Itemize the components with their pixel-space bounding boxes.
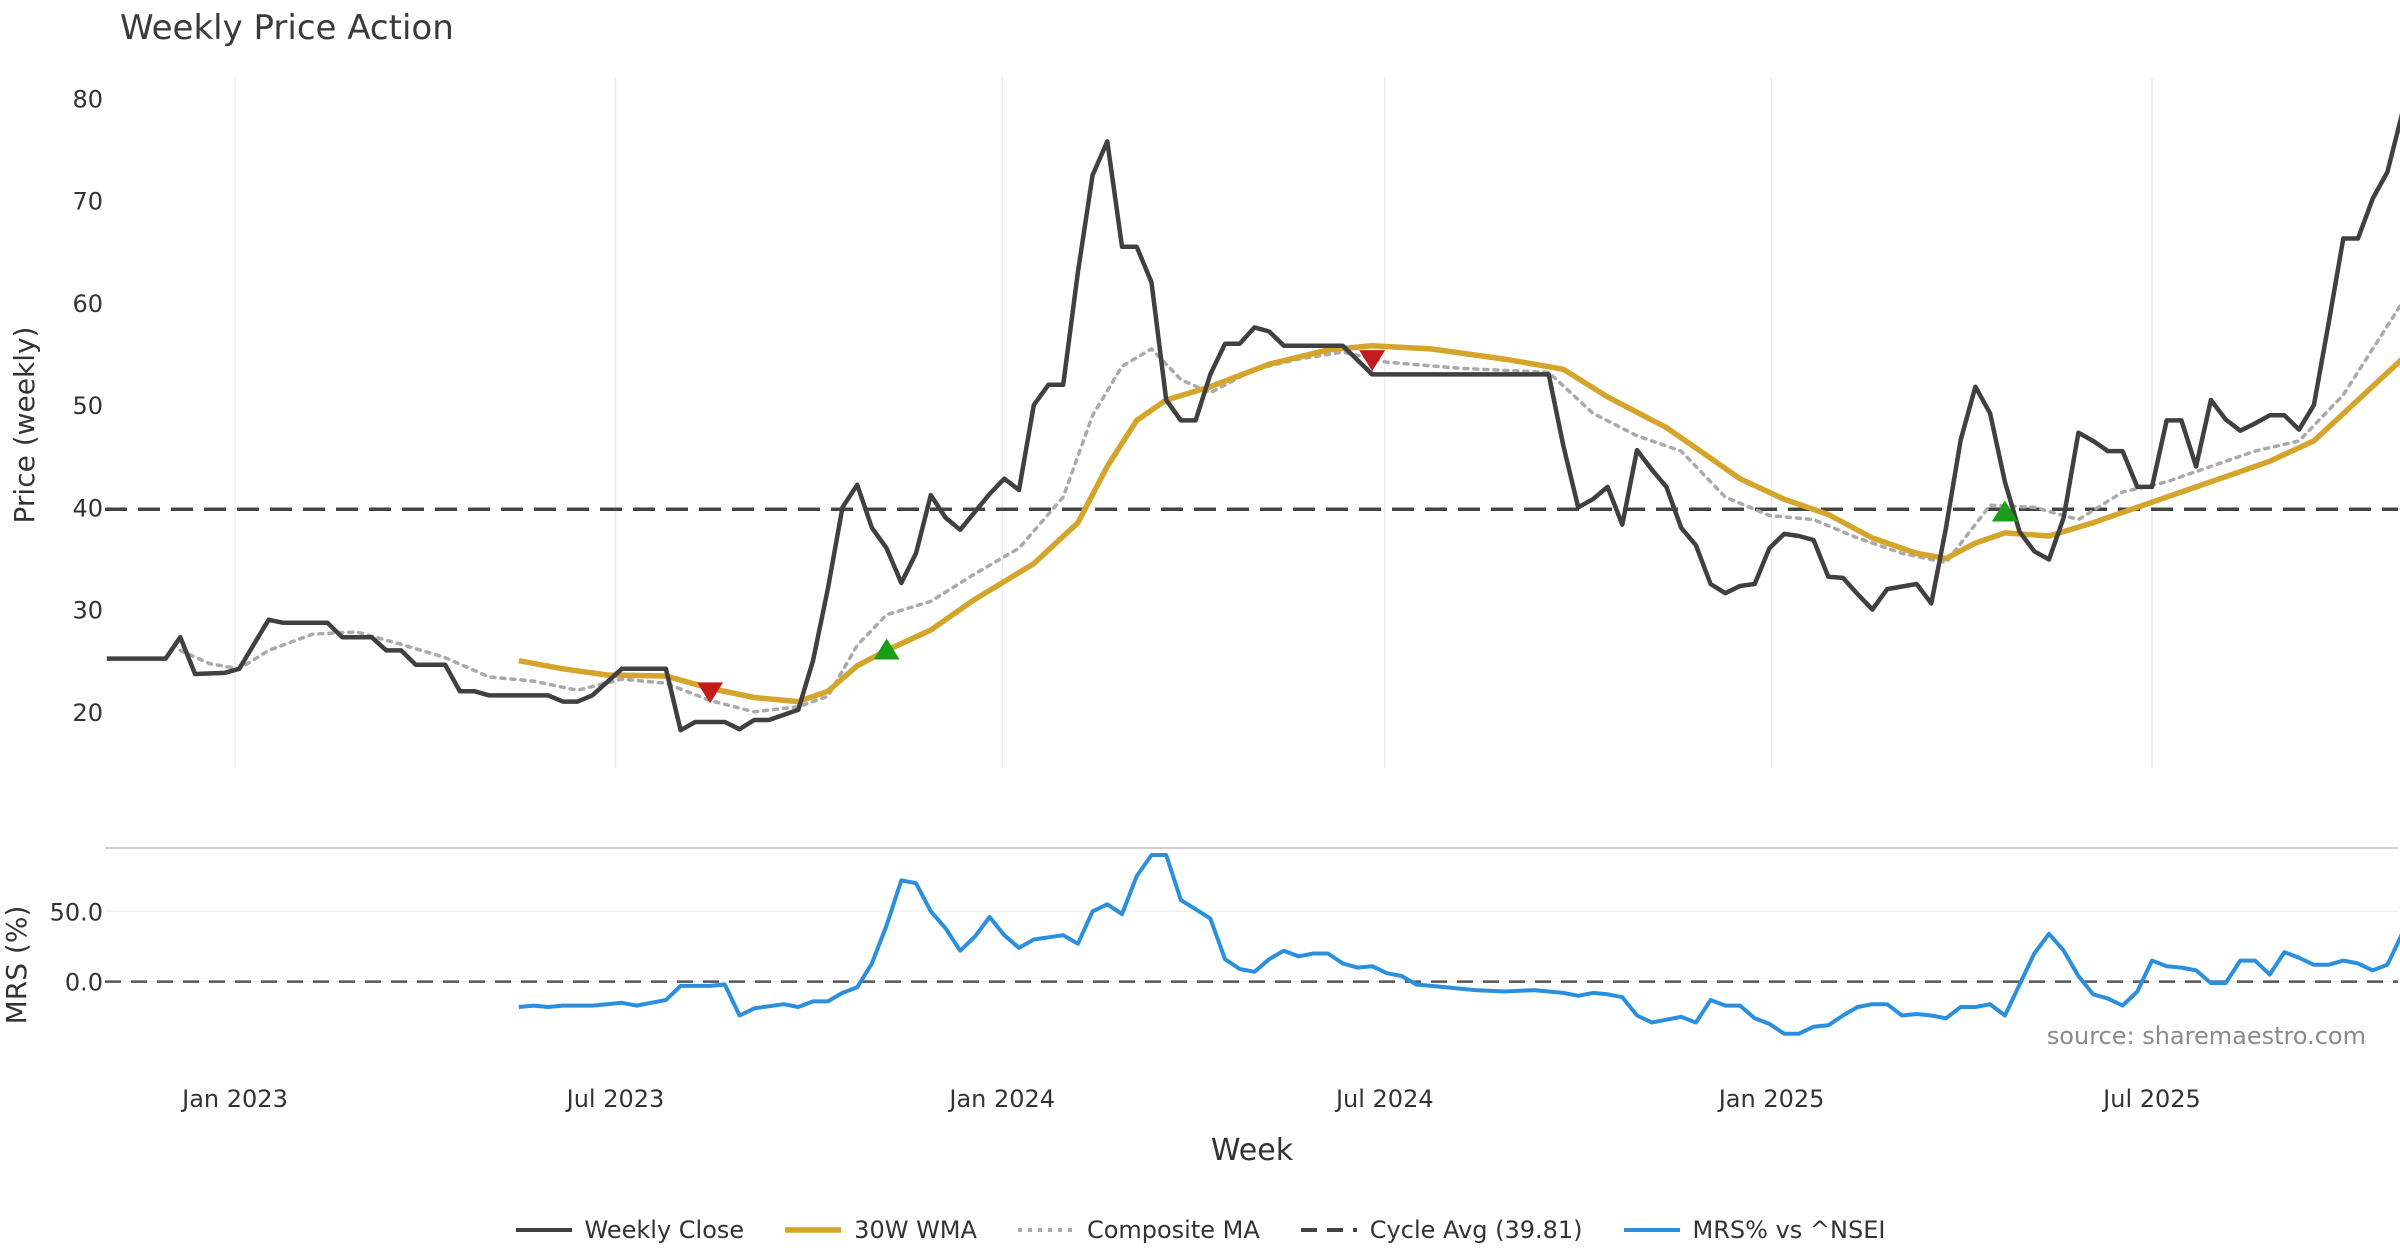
legend-item: Composite MA (1017, 1216, 1260, 1244)
x-axis-label: Week (1211, 1133, 1294, 1168)
x-tick-label: Jul 2023 (565, 1085, 665, 1113)
sell-signal-marker (697, 682, 724, 704)
legend-swatch (515, 1228, 572, 1232)
source-watermark: source: sharemaestro.com (2047, 1022, 2366, 1050)
buy-signal-marker (873, 638, 900, 660)
mrs-y-tick-label: 50.0 (50, 898, 103, 926)
legend-swatch (1017, 1228, 1074, 1232)
legend-swatch (1300, 1228, 1357, 1232)
mrs-y-axis-label: MRS (%) (0, 906, 33, 1025)
chart-title: Weekly Price Action (120, 8, 454, 48)
series-line-mrs (518, 853, 2400, 1036)
buy-signal-marker (1991, 500, 2018, 522)
series-line-30w-wma (518, 343, 2400, 705)
price-y-tick-label: 20 (72, 699, 103, 727)
legend-swatch (1623, 1228, 1680, 1232)
legend-item: 30W WMA (784, 1216, 977, 1244)
price-y-axis-label: Price (weekly) (8, 327, 41, 524)
legend-item: Cycle Avg (39.81) (1300, 1216, 1583, 1244)
price-y-tick-label: 50 (72, 392, 103, 420)
x-tick-label: Jul 2024 (1334, 1085, 1434, 1113)
legend-item: MRS% vs ^NSEI (1623, 1216, 1886, 1244)
x-tick-label: Jan 2025 (1717, 1085, 1825, 1113)
sell-signal-marker (1359, 350, 1386, 372)
price-y-tick-label: 40 (72, 494, 103, 522)
chart-legend: Weekly Close 30W WMA Composite MA Cycle Avg… (0, 1212, 2400, 1248)
price-y-tick-label: 80 (72, 85, 103, 113)
x-tick-label: Jan 2024 (947, 1085, 1055, 1113)
legend-label: Composite MA (1086, 1216, 1260, 1244)
legend-item: Weekly Close (515, 1216, 745, 1244)
series-line-composite-ma (178, 302, 2400, 714)
price-y-tick-label: 70 (72, 188, 103, 216)
x-tick-label: Jul 2025 (2101, 1085, 2201, 1113)
price-y-tick-label: 60 (72, 290, 103, 318)
legend-label: Cycle Avg (39.81) (1369, 1216, 1583, 1244)
series-line-weekly-close (106, 113, 2400, 733)
legend-label: 30W WMA (854, 1216, 977, 1244)
x-tick-label: Jan 2023 (180, 1085, 288, 1113)
legend-label: Weekly Close (584, 1216, 745, 1244)
legend-label: MRS% vs ^NSEI (1692, 1216, 1886, 1244)
price-y-tick-label: 30 (72, 597, 103, 625)
mrs-y-tick-label: 0.0 (65, 969, 103, 997)
legend-swatch (785, 1227, 842, 1233)
